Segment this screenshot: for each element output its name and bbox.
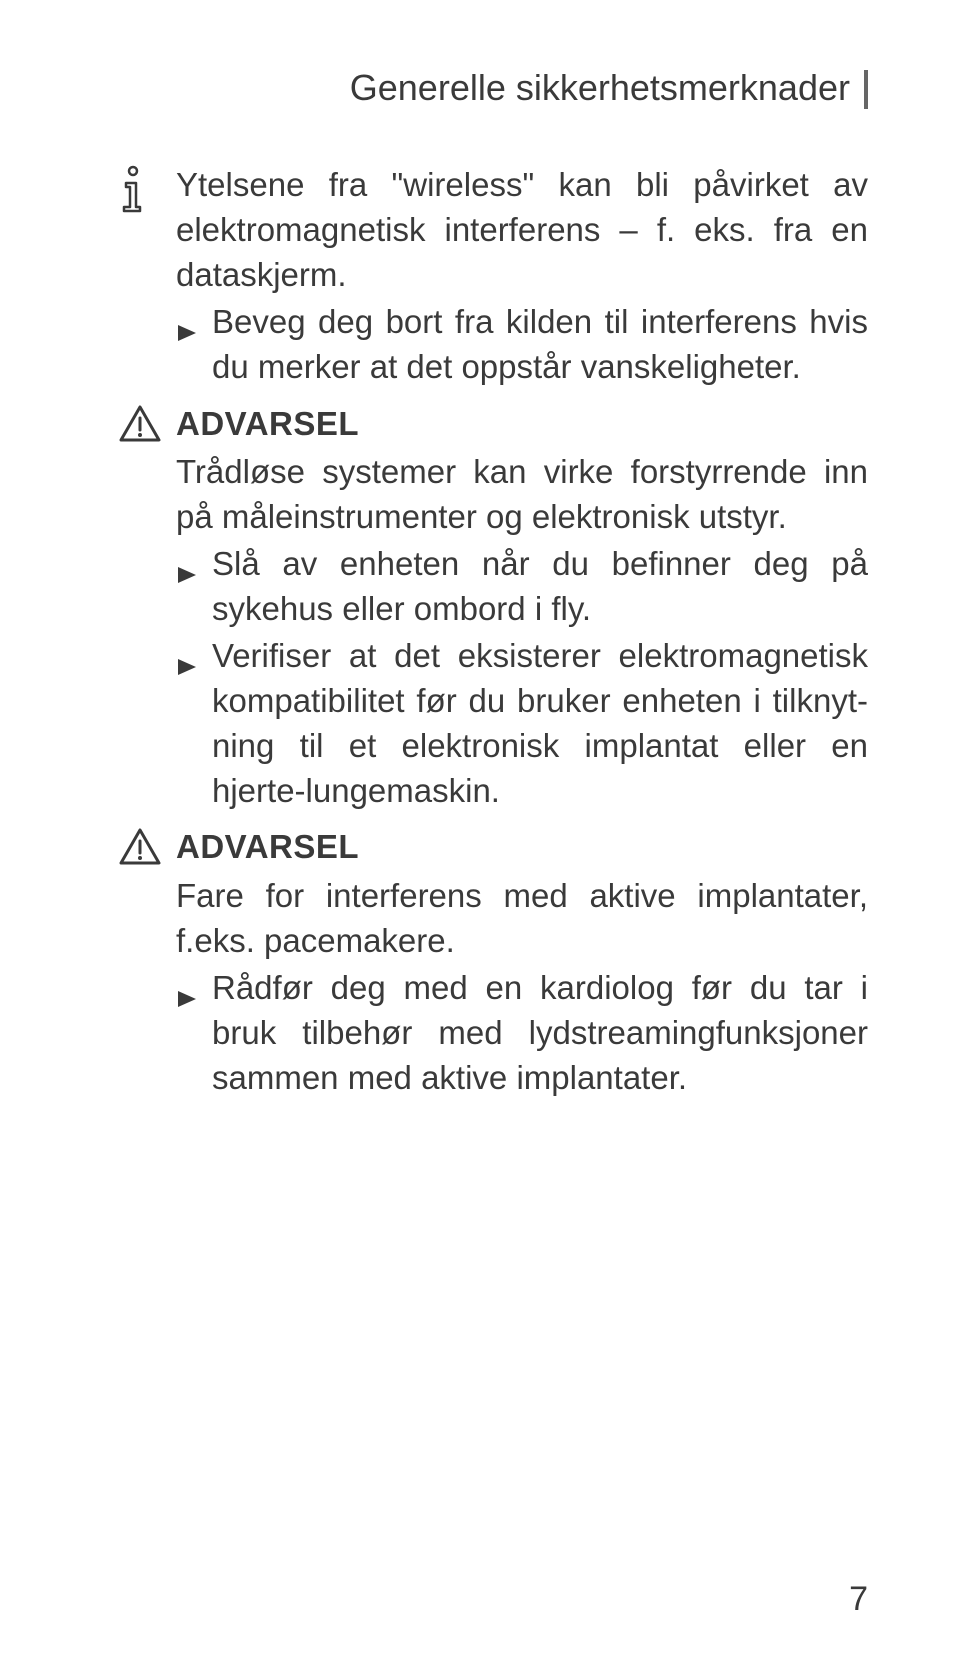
paragraph: Trådløse systemer kan virke forstyrrende…	[176, 450, 868, 540]
content-column: ADVARSEL Fare for interferens med aktive…	[176, 825, 868, 1102]
triangle-bullet-icon	[176, 311, 198, 356]
content-column: Ytelsene fra "wireless" kan bli påvirket…	[176, 163, 868, 391]
triangle-bullet-icon	[176, 645, 198, 690]
bullet-text: Verifiser at det eksisterer elektromagne…	[212, 634, 868, 814]
warning-section: ADVARSEL Trådløse systemer kan virke for…	[118, 402, 868, 816]
content-column: ADVARSEL Trådløse systemer kan virke for…	[176, 402, 868, 816]
paragraph: Fare for interferens med aktive implanta…	[176, 874, 868, 964]
icon-column	[118, 163, 176, 220]
page-number: 7	[849, 1580, 868, 1619]
bullet-item: Beveg deg bort fra kilden til interferen…	[176, 300, 868, 390]
bullet-text: Beveg deg bort fra kilden til interferen…	[212, 300, 868, 390]
page-title: Generelle sikkerhetsmerknader	[118, 66, 850, 109]
info-section: Ytelsene fra "wireless" kan bli påvirket…	[118, 163, 868, 391]
bullet-item: Verifiser at det eksisterer elektromagne…	[176, 634, 868, 814]
triangle-bullet-icon	[176, 977, 198, 1022]
info-icon	[118, 165, 148, 220]
icon-column	[118, 825, 176, 872]
warning-section: ADVARSEL Fare for interferens med aktive…	[118, 825, 868, 1102]
warning-icon	[118, 827, 162, 872]
warning-heading: ADVARSEL	[176, 402, 868, 447]
icon-column	[118, 402, 176, 449]
header-row: Generelle sikkerhetsmerknader	[118, 70, 868, 109]
bullet-item: Slå av enheten når du befinner deg på sy…	[176, 542, 868, 632]
bullet-item: Rådfør deg med en kardiolog før du tar i…	[176, 966, 868, 1101]
page: Generelle sikkerhetsmerknader Ytelsene f…	[0, 0, 960, 1657]
triangle-bullet-icon	[176, 553, 198, 598]
bullet-text: Rådfør deg med en kardiolog før du tar i…	[212, 966, 868, 1101]
vertical-rule	[864, 70, 868, 109]
warning-icon	[118, 404, 162, 449]
bullet-text: Slå av enheten når du befinner deg på sy…	[212, 542, 868, 632]
warning-heading: ADVARSEL	[176, 825, 868, 870]
paragraph: Ytelsene fra "wireless" kan bli påvirket…	[176, 163, 868, 298]
